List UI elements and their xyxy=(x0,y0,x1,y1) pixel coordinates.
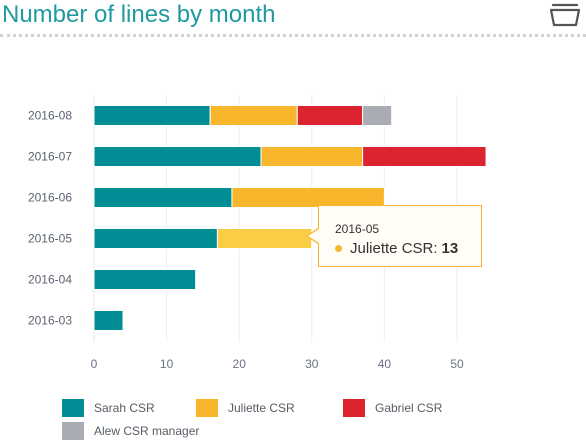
legend-swatch xyxy=(196,399,218,417)
y-tick-label: 2016-04 xyxy=(28,273,72,287)
bar-segment[interactable] xyxy=(260,146,364,167)
tooltip-series-dot xyxy=(335,245,342,252)
tooltip-category: 2016-05 xyxy=(335,222,380,236)
bar-segment[interactable] xyxy=(93,310,124,331)
legend-label: Alew CSR manager xyxy=(94,424,200,438)
bar-segment[interactable] xyxy=(216,228,313,249)
y-tick-label: 2016-03 xyxy=(28,314,72,328)
bar-segment[interactable] xyxy=(93,105,211,126)
title-divider xyxy=(0,34,586,37)
legend-item[interactable]: Juliette CSR xyxy=(196,398,295,418)
y-tick-label: 2016-07 xyxy=(28,150,72,164)
x-axis-labels: 0 10 20 30 40 50 xyxy=(91,357,464,371)
bar-segment[interactable] xyxy=(296,105,364,126)
x-tick-label: 50 xyxy=(450,357,464,371)
bar-chart: 2016-08 2016-07 2016-06 2016-05 2016-04 2016-… xyxy=(28,95,487,371)
chart-title: Number of lines by month xyxy=(2,1,276,28)
bar-segment[interactable] xyxy=(231,187,385,208)
y-tick-label: 2016-08 xyxy=(28,109,72,123)
legend-item[interactable]: Alew CSR manager xyxy=(62,421,199,441)
y-axis-labels: 2016-08 2016-07 2016-06 2016-05 2016-04 2016-… xyxy=(28,109,72,328)
bar-segment[interactable] xyxy=(93,187,233,208)
legend-swatch xyxy=(62,399,84,417)
y-tick-label: 2016-05 xyxy=(28,232,72,246)
y-tick-label: 2016-06 xyxy=(28,191,72,205)
tooltip-value: 13 xyxy=(441,240,459,257)
chart-bars xyxy=(93,105,487,331)
x-tick-label: 10 xyxy=(160,357,174,371)
legend-swatch xyxy=(343,399,365,417)
legend-swatch xyxy=(62,422,84,440)
chart-tooltip: 2016-05 Juliette CSR: 13 xyxy=(318,205,482,267)
legend-label: Sarah CSR xyxy=(94,401,155,415)
folder-open-icon[interactable] xyxy=(548,1,582,27)
x-tick-label: 0 xyxy=(91,357,98,371)
legend-item[interactable]: Gabriel CSR xyxy=(343,398,442,418)
bar-segment[interactable] xyxy=(362,105,393,126)
x-tick-label: 20 xyxy=(233,357,247,371)
legend-item[interactable]: Sarah CSR xyxy=(62,398,155,418)
bar-segment[interactable] xyxy=(93,269,197,290)
legend-label: Gabriel CSR xyxy=(375,401,443,415)
tooltip-series-name: Juliette CSR: xyxy=(350,240,438,257)
tooltip-row: Juliette CSR: 13 xyxy=(335,240,458,257)
legend-label: Juliette CSR xyxy=(228,401,295,415)
bar-segment[interactable] xyxy=(362,146,487,167)
tooltip-arrow-fill xyxy=(308,229,319,243)
x-tick-label: 30 xyxy=(305,357,319,371)
bar-segment[interactable] xyxy=(209,105,298,126)
bar-segment[interactable] xyxy=(93,228,218,249)
bar-segment[interactable] xyxy=(93,146,262,167)
x-tick-label: 40 xyxy=(378,357,392,371)
